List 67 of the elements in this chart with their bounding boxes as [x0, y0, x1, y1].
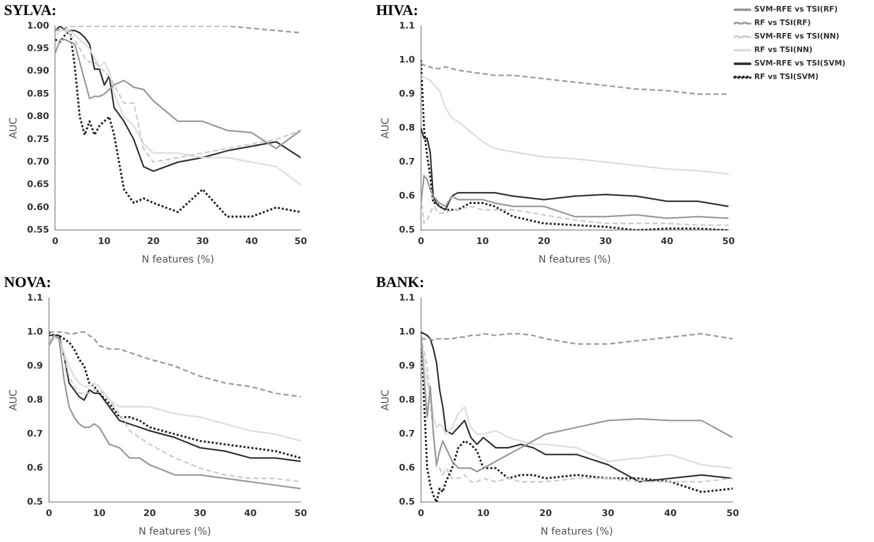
x-axis-title: N features (%)	[138, 526, 212, 538]
y-tick-label: 0.70	[26, 157, 50, 168]
x-axis-title: N features (%)	[142, 254, 214, 266]
x-tick-label: 0	[418, 236, 424, 247]
x-tick-label: 40	[660, 236, 674, 247]
x-tick-label: 50	[294, 508, 308, 519]
y-tick-label: 1.1	[398, 293, 415, 304]
y-tick-label: 0.5	[398, 226, 415, 236]
y-axis-title: AUC	[8, 118, 20, 139]
chart-title: BANK:	[376, 274, 424, 291]
x-tick-label: 30	[194, 508, 206, 519]
y-tick-label: 0.8	[398, 395, 415, 406]
x-tick-label: 0	[418, 508, 424, 519]
y-axis-title: AUC	[380, 390, 392, 411]
x-tick-label: 30	[599, 236, 612, 247]
y-tick-label: 0.55	[26, 226, 50, 236]
x-tick-label: 50	[722, 236, 735, 247]
x-tick-label: 30	[196, 236, 209, 247]
y-tick-label: 0.7	[398, 157, 415, 168]
x-tick-label: 0	[52, 236, 58, 247]
y-tick-label: 0.90	[26, 66, 50, 77]
y-tick-label: 1.0	[398, 327, 415, 338]
x-tick-label: 40	[244, 508, 257, 519]
y-tick-label: 1.1	[26, 293, 43, 304]
x-tick-label: 50	[294, 236, 308, 247]
y-tick-label: 0.7	[398, 429, 415, 440]
y-tick-label: 0.8	[398, 123, 415, 134]
x-tick-label: 10	[98, 236, 111, 247]
x-tick-label: 20	[147, 236, 160, 247]
y-tick-label: 0.75	[26, 134, 50, 145]
x-tick-label: 40	[245, 236, 258, 247]
y-tick-label: 0.7	[26, 429, 43, 440]
y-tick-label: 0.6	[398, 192, 415, 202]
y-tick-label: 0.6	[26, 464, 43, 474]
chart-title: HIVA:	[376, 2, 418, 19]
x-tick-label: 20	[538, 236, 550, 247]
y-tick-label: 1.0	[26, 327, 43, 338]
chart-title: SYLVA:	[4, 2, 57, 19]
chart-title: NOVA:	[4, 274, 52, 291]
y-tick-label: 0.6	[398, 464, 415, 474]
y-tick-label: 0.95	[26, 44, 50, 54]
x-tick-label: 0	[46, 508, 52, 519]
y-tick-label: 0.9	[398, 89, 415, 100]
x-tick-label: 20	[143, 508, 156, 519]
x-tick-label: 10	[476, 236, 489, 247]
y-tick-label: 0.80	[26, 112, 50, 122]
y-tick-label: 1.00	[26, 21, 50, 32]
x-tick-label: 20	[539, 508, 552, 519]
x-axis-title: N features (%)	[538, 254, 612, 266]
x-tick-label: 10	[93, 508, 106, 519]
y-tick-label: 0.60	[26, 202, 50, 213]
x-tick-label: 40	[664, 508, 677, 519]
x-tick-label: 50	[726, 508, 740, 519]
x-tick-label: 30	[602, 508, 614, 519]
y-tick-label: 0.8	[26, 395, 43, 406]
y-tick-label: 0.5	[26, 498, 43, 508]
y-tick-label: 0.9	[398, 361, 415, 372]
y-tick-label: 0.85	[26, 89, 50, 100]
y-tick-label: 1.1	[398, 21, 415, 32]
y-axis-title: AUC	[8, 390, 20, 411]
x-axis-title: N features (%)	[540, 526, 614, 538]
y-tick-label: 0.65	[26, 180, 50, 190]
y-tick-label: 0.9	[26, 361, 43, 372]
y-tick-label: 1.0	[398, 55, 415, 66]
y-tick-label: 0.5	[398, 498, 415, 508]
y-axis-title: AUC	[380, 118, 392, 139]
x-tick-label: 10	[477, 508, 490, 519]
